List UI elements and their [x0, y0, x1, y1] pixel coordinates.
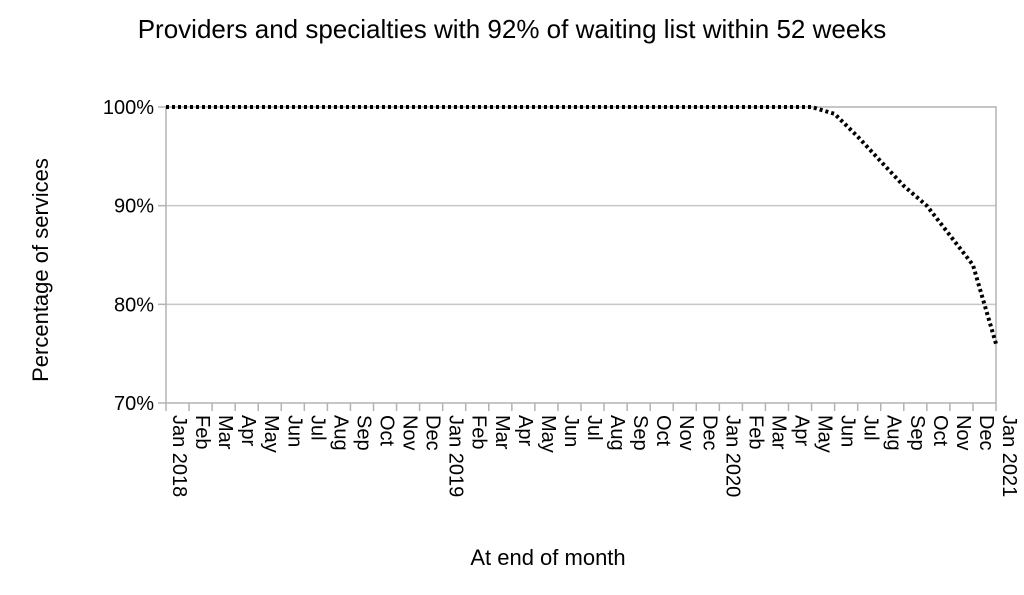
- x-tick-label: Sep: [906, 415, 928, 451]
- x-tick-label: Jul: [306, 415, 328, 441]
- x-tick-label: Apr: [514, 415, 536, 446]
- x-tick-label: Feb: [468, 415, 490, 449]
- series-line: [166, 105, 998, 345]
- x-tick-label: Jun: [560, 415, 582, 447]
- x-axis: Jan 2018 Feb Mar Apr May Jun Jul Aug Sep Oct Nov De…: [165, 403, 1020, 497]
- x-tick-label: Sep: [629, 415, 651, 451]
- x-tick-label: Jun: [283, 415, 305, 447]
- x-tick-label: Apr: [791, 415, 813, 446]
- x-tick-label: Jul: [583, 415, 605, 441]
- x-tick-label: May: [537, 415, 559, 453]
- series-layer: [166, 105, 998, 345]
- x-tick-label: Dec: [975, 415, 997, 451]
- x-tick-label: May: [260, 415, 282, 453]
- x-tick-label: Oct: [929, 415, 951, 447]
- x-tick-label: Jan 2019: [445, 415, 467, 497]
- x-tick-label: Jan 2021: [998, 415, 1020, 497]
- y-axis-title: Percentage of services: [28, 158, 53, 382]
- x-tick-label: Jan 2020: [721, 415, 743, 497]
- x-tick-label: Aug: [329, 415, 351, 451]
- x-tick-label: Nov: [399, 415, 421, 451]
- x-axis-title: At end of month: [470, 545, 625, 570]
- y-tick-label: 90%: [114, 196, 154, 218]
- chart-title: Providers and specialties with 92% of wa…: [137, 14, 887, 44]
- x-tick-label: Oct: [376, 415, 398, 447]
- x-tick-label: Sep: [352, 415, 374, 451]
- y-tick-label: 100%: [103, 97, 154, 119]
- x-tick-label: Feb: [191, 415, 213, 449]
- y-tick-label: 70%: [114, 393, 154, 415]
- x-tick-label: Jul: [860, 415, 882, 441]
- x-tick-label: Aug: [883, 415, 905, 451]
- y-tick-label: 80%: [114, 294, 154, 316]
- x-tick-label: May: [814, 415, 836, 453]
- x-tick-label: Feb: [744, 415, 766, 449]
- x-tick-label: Nov: [952, 415, 974, 451]
- x-tick-label: Jan 2018: [168, 415, 190, 497]
- x-tick-label: Apr: [237, 415, 259, 446]
- x-tick-label: Mar: [491, 415, 513, 450]
- x-tick-label: Dec: [698, 415, 720, 451]
- x-tick-label: Jun: [837, 415, 859, 447]
- x-tick-label: Mar: [767, 415, 789, 450]
- gridlines: [166, 204, 996, 306]
- x-tick-label: Aug: [606, 415, 628, 451]
- x-tick-label: Mar: [214, 415, 236, 450]
- x-tick-label: Dec: [422, 415, 444, 451]
- x-tick-label: Oct: [652, 415, 674, 447]
- x-tick-label: Nov: [675, 415, 697, 451]
- y-axis: 70% 80% 90% 100%: [103, 97, 166, 415]
